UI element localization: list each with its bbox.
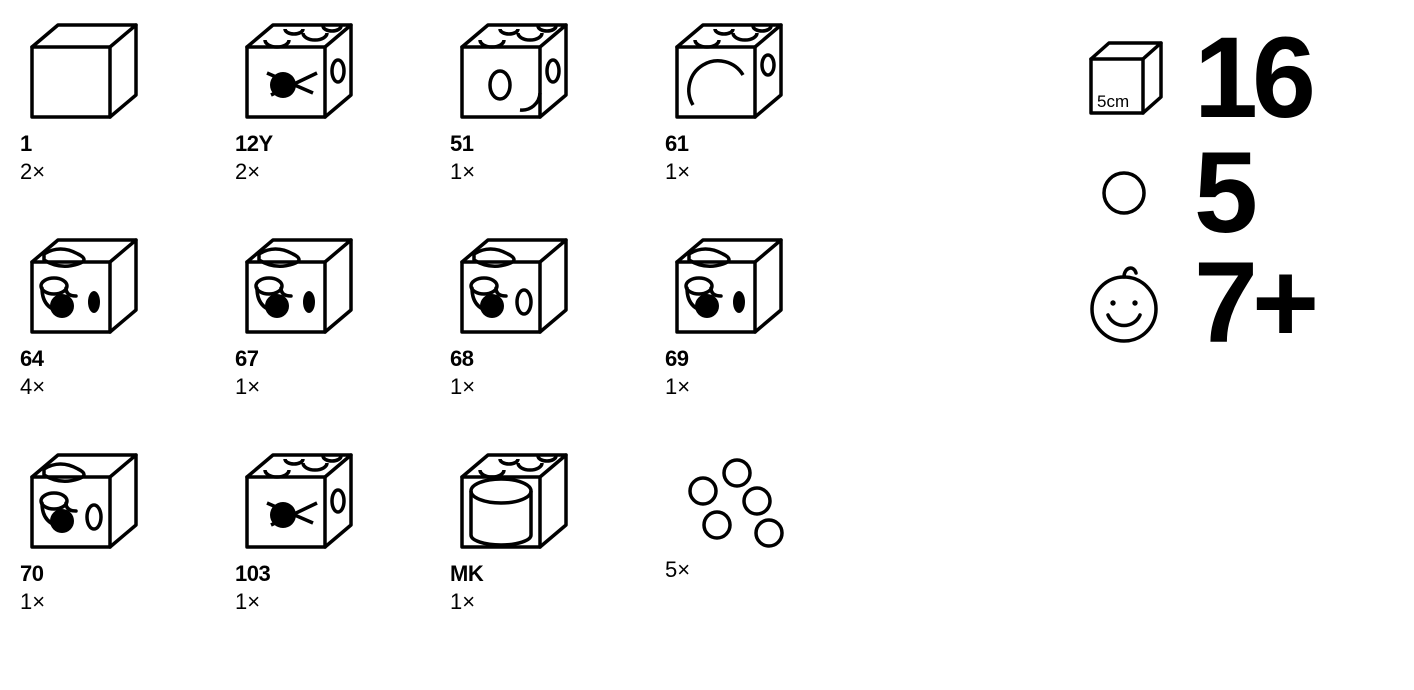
part-label: 70	[20, 561, 43, 587]
part-cell: 12×	[20, 15, 235, 230]
part-label: 12Y	[235, 131, 273, 157]
part-qty: 1×	[235, 589, 260, 615]
part-qty: 1×	[665, 159, 690, 185]
part-cell: 644×	[20, 230, 235, 445]
part-icon	[665, 230, 795, 340]
summary-panel: 5cm 16 5 7+	[1074, 18, 1374, 358]
part-cell: 1031×	[235, 445, 450, 660]
part-icon	[665, 15, 795, 125]
part-qty: 1×	[665, 374, 690, 400]
part-icon	[20, 15, 150, 125]
part-qty: 4×	[20, 374, 45, 400]
part-qty: 1×	[450, 159, 475, 185]
part-label: 61	[665, 131, 688, 157]
part-cell: MK1×	[450, 445, 665, 660]
part-label: 68	[450, 346, 473, 372]
part-icon	[20, 445, 150, 555]
summary-marble-count: 5	[1174, 136, 1374, 251]
summary-age: 7+	[1174, 246, 1374, 361]
part-cell: 691×	[665, 230, 880, 445]
part-icon	[235, 15, 365, 125]
cube-size-label: 5cm	[1097, 92, 1129, 111]
part-label: 1	[20, 131, 32, 157]
summary-age-icon	[1086, 261, 1162, 345]
part-label: 67	[235, 346, 258, 372]
part-label: 64	[20, 346, 43, 372]
parts-grid: 12× 12Y2× 511× 611× 644×	[20, 15, 880, 660]
part-cell: 12Y2×	[235, 15, 450, 230]
part-cell: 5×	[665, 445, 880, 660]
part-label: MK	[450, 561, 483, 587]
part-icon	[665, 445, 795, 555]
part-icon	[235, 230, 365, 340]
part-label: 51	[450, 131, 473, 157]
part-qty: 5×	[665, 557, 690, 583]
part-icon	[450, 230, 580, 340]
part-qty: 1×	[235, 374, 260, 400]
part-cell: 611×	[665, 15, 880, 230]
part-cell: 701×	[20, 445, 235, 660]
part-qty: 1×	[20, 589, 45, 615]
part-cell: 681×	[450, 230, 665, 445]
part-icon	[450, 445, 580, 555]
part-qty: 1×	[450, 589, 475, 615]
summary-marble-icon	[1099, 168, 1149, 218]
summary-cube-icon: 5cm	[1085, 37, 1163, 119]
part-cell: 671×	[235, 230, 450, 445]
summary-cube-count: 16	[1174, 21, 1374, 136]
part-icon	[450, 15, 580, 125]
part-qty: 2×	[20, 159, 45, 185]
part-icon	[20, 230, 150, 340]
part-label: 69	[665, 346, 688, 372]
part-qty: 2×	[235, 159, 260, 185]
part-label: 103	[235, 561, 270, 587]
part-qty: 1×	[450, 374, 475, 400]
part-cell: 511×	[450, 15, 665, 230]
part-icon	[235, 445, 365, 555]
